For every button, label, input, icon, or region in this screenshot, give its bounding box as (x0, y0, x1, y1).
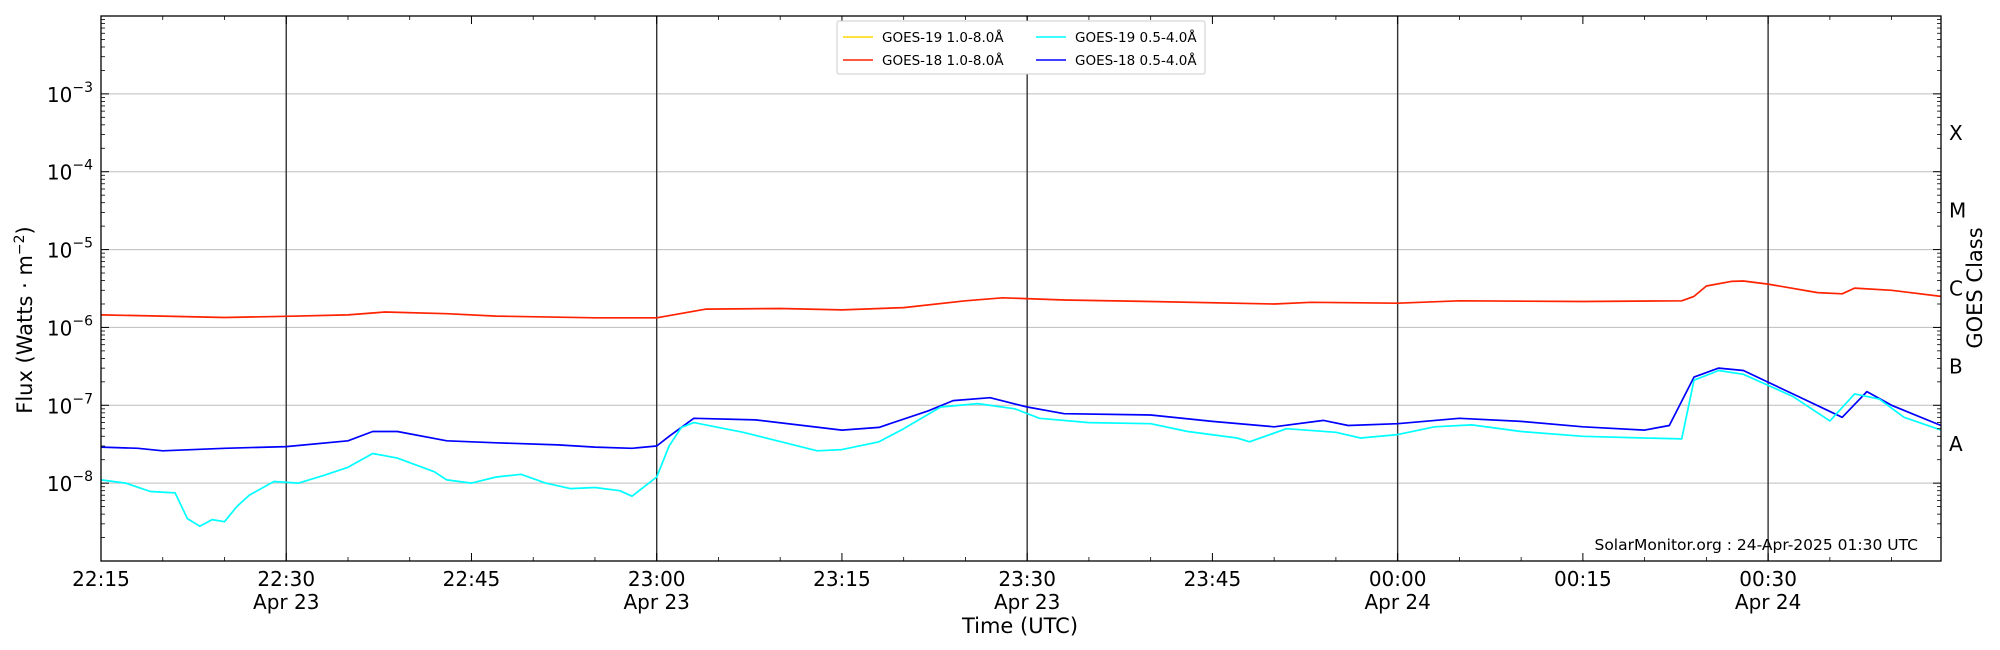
legend-box (836, 20, 1206, 75)
legend-label-goes18-long: GOES-18 1.0-8.0Å (882, 52, 1004, 69)
y-axis-label-main: Flux (Watts · m (13, 255, 37, 414)
goes-class-label: B (1949, 354, 1963, 378)
series-line-goes-19-0-5-4-0- (100, 369, 1942, 528)
x-tick-date-label: Apr 24 (1364, 590, 1430, 614)
y-tick-label: 10−3 (47, 80, 93, 107)
y-axis-label-exponent: −2 (12, 234, 28, 255)
x-tick-date-label: Apr 23 (624, 590, 690, 614)
y-tick-labels: 10−8 10−7 10−6 10−5 10−4 10−3 (47, 80, 93, 496)
legend-label-goes19-long: GOES-19 1.0-8.0Å (882, 29, 1004, 46)
x-tick-label: 23:15 (813, 567, 871, 591)
plot-frame (100, 15, 1942, 562)
y-tick-label: 10−5 (47, 236, 93, 263)
x-tick-label: 23:45 (1184, 567, 1242, 591)
x-tick-label: 00:00 (1369, 567, 1427, 591)
x-tick-label: 22:45 (443, 567, 501, 591)
goes-class-label: C (1949, 277, 1963, 301)
flux-series (100, 280, 1942, 528)
y-axis-label: Flux (Watts · m−2) (12, 226, 37, 414)
x-tick-label: 22:15 (72, 567, 130, 591)
x-tick-date-label: Apr 24 (1735, 590, 1801, 614)
legend-label-goes19-short: GOES-19 0.5-4.0Å (1075, 29, 1197, 46)
goes-class-axis-label: GOES Class (1963, 227, 1987, 348)
y-tick-label: 10−6 (47, 313, 93, 340)
x-tick-label: 23:00 (628, 567, 686, 591)
goes-class-label: A (1949, 432, 1963, 456)
x-tick-label: 23:30 (998, 567, 1056, 591)
series-line-goes-18-0-5-4-0- (100, 367, 1942, 452)
credit-text: SolarMonitor.org : 24-Apr-2025 01:30 UTC (1594, 536, 1918, 554)
legend-label-goes18-short: GOES-18 0.5-4.0Å (1075, 52, 1197, 69)
y-tick-label: 10−8 (47, 469, 93, 496)
y-tick-label: 10−7 (47, 391, 93, 418)
x-tick-date-label: Apr 23 (253, 590, 319, 614)
x-tick-label: 00:30 (1739, 567, 1797, 591)
y-tick-label: 10−4 (47, 158, 93, 185)
day-marker-lines (285, 16, 1769, 561)
x-tick-label: 00:15 (1554, 567, 1612, 591)
x-axis-label: Time (UTC) (961, 614, 1078, 638)
x-tick-label: 22:30 (257, 567, 315, 591)
series-line-goes-18-1-0-8-0- (100, 280, 1942, 319)
goes-class-label: M (1949, 199, 1966, 223)
x-tick-date-label: Apr 23 (994, 590, 1060, 614)
legend: GOES-19 1.0-8.0Å GOES-19 0.5-4.0Å GOES-1… (836, 20, 1206, 75)
y-axis-label-suffix: ) (13, 226, 37, 234)
goes-class-labels: X M C B A (1949, 121, 1966, 456)
goes-class-label: X (1949, 121, 1963, 145)
axis-ticks (100, 16, 1941, 561)
